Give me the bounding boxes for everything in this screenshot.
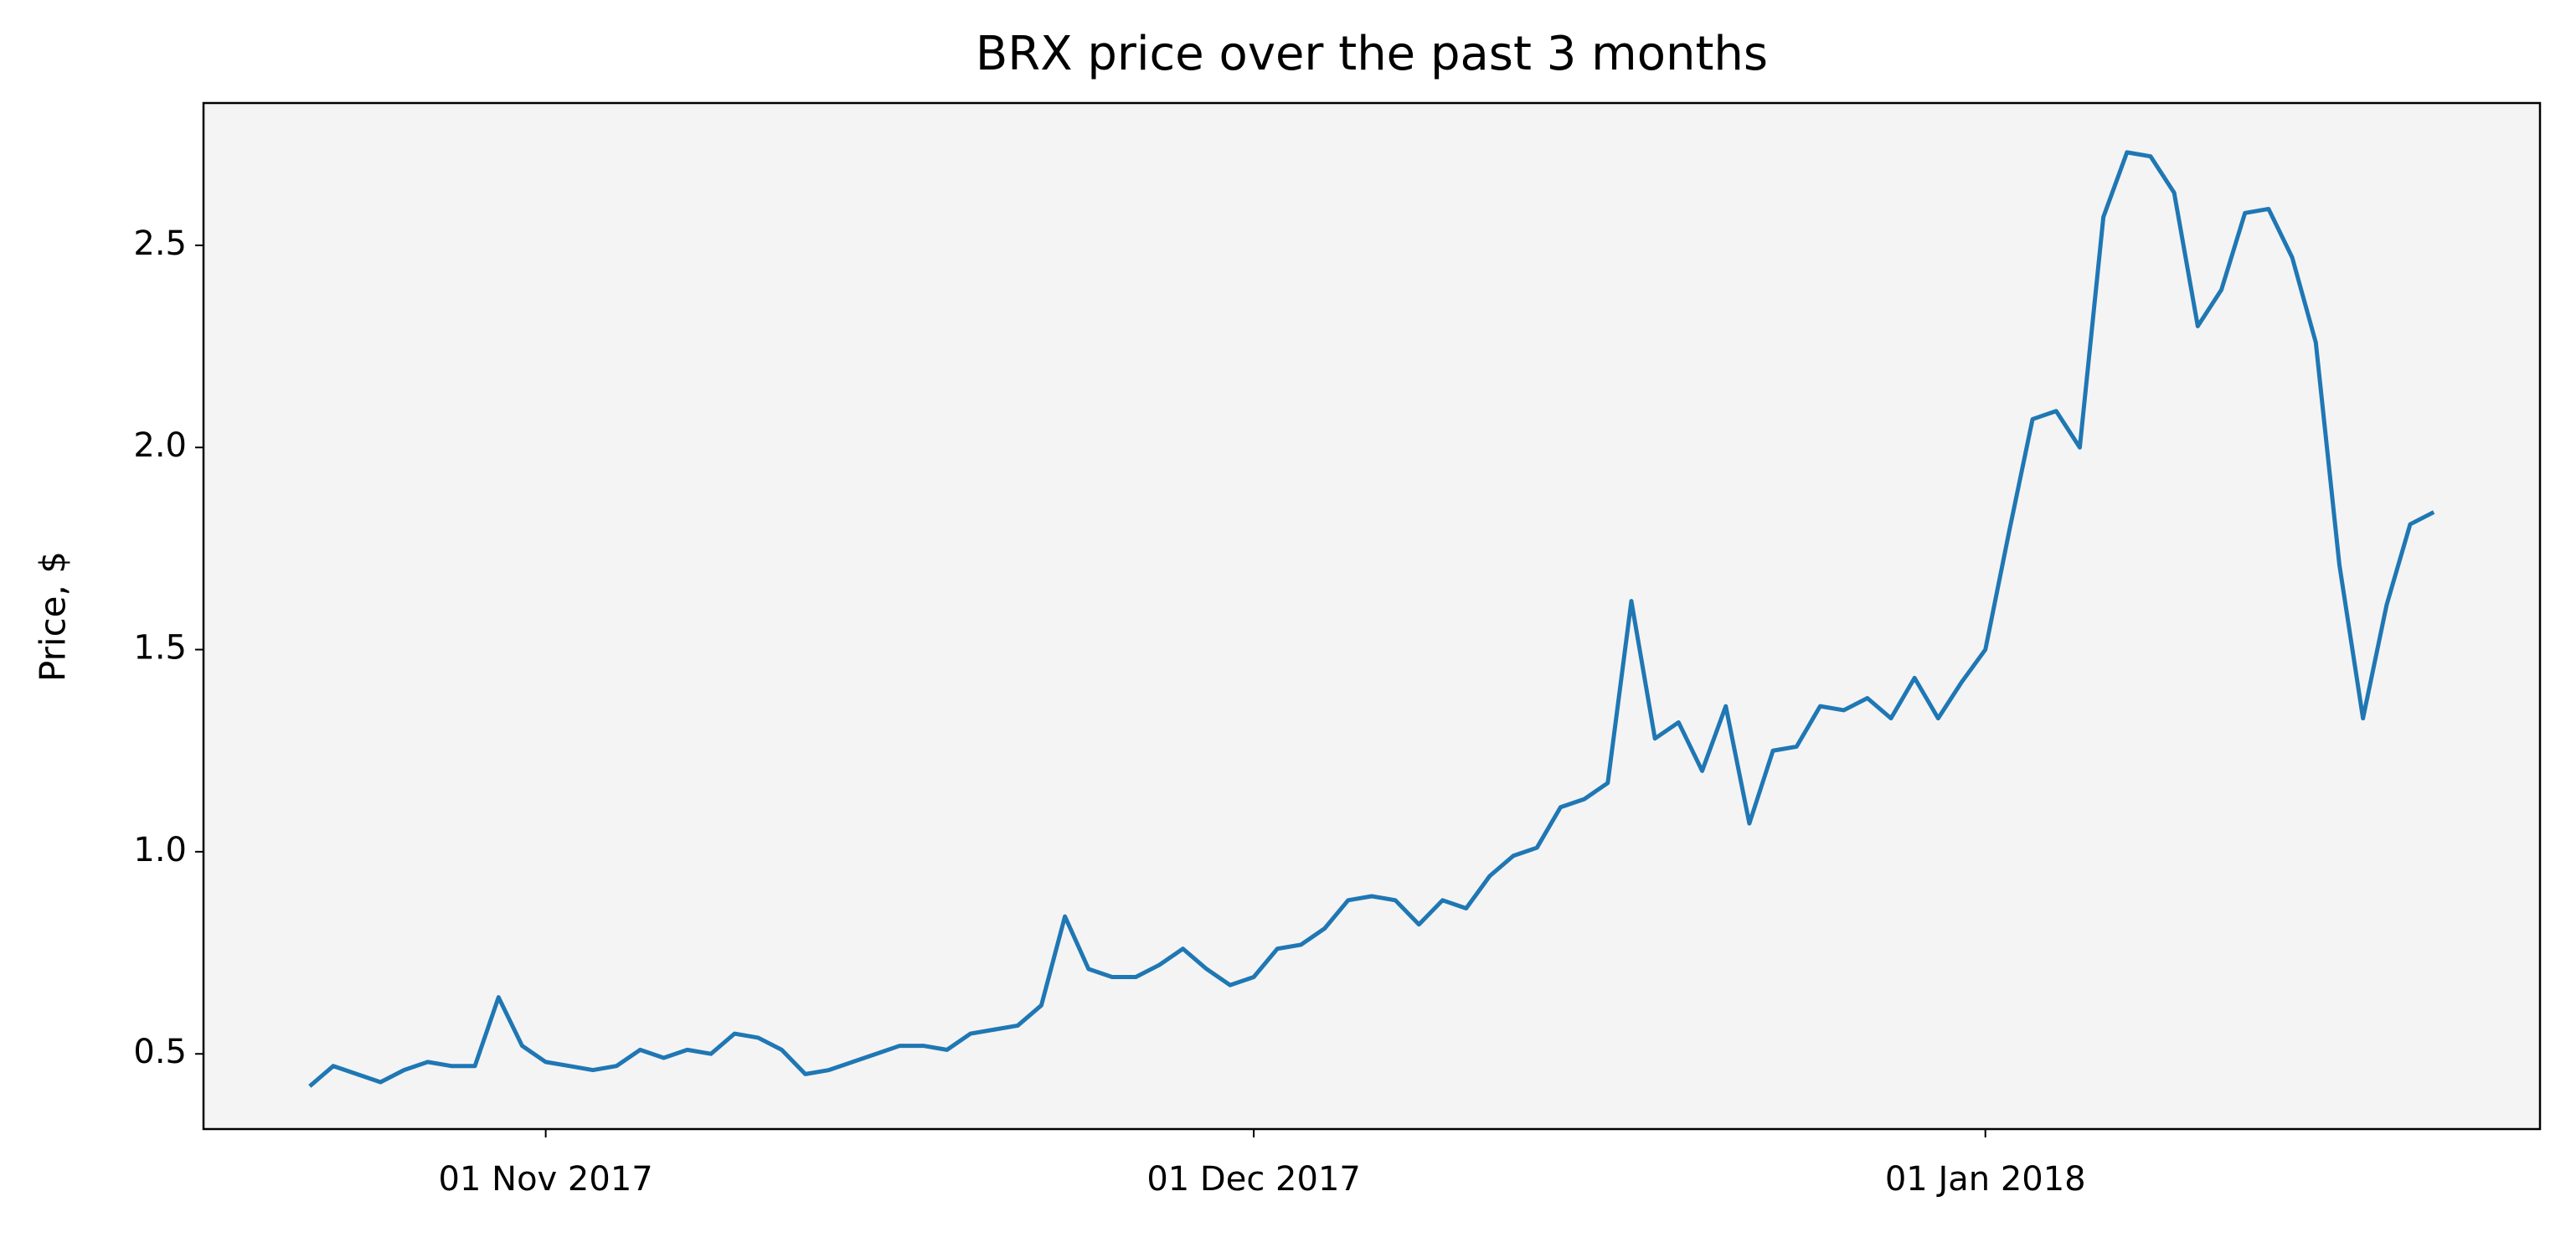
price-line	[308, 150, 2435, 1088]
y-tick-label: 0.5	[133, 1033, 187, 1071]
y-tick-label: 2.0	[133, 426, 187, 465]
y-tick-label: 2.5	[133, 224, 187, 263]
y-tick-label: 1.5	[133, 629, 187, 668]
chart-title: BRX price over the past 3 months	[976, 27, 1768, 81]
y-axis-label: Price, $	[33, 551, 74, 682]
x-tick-label: 01 Nov 2017	[439, 1160, 653, 1199]
plot-background	[204, 103, 2540, 1129]
plot-frame	[202, 101, 2542, 1131]
y-tick-label: 1.0	[133, 831, 187, 869]
x-tick-label: 01 Jan 2018	[1885, 1160, 2086, 1199]
x-tick-label: 01 Dec 2017	[1146, 1160, 1361, 1199]
